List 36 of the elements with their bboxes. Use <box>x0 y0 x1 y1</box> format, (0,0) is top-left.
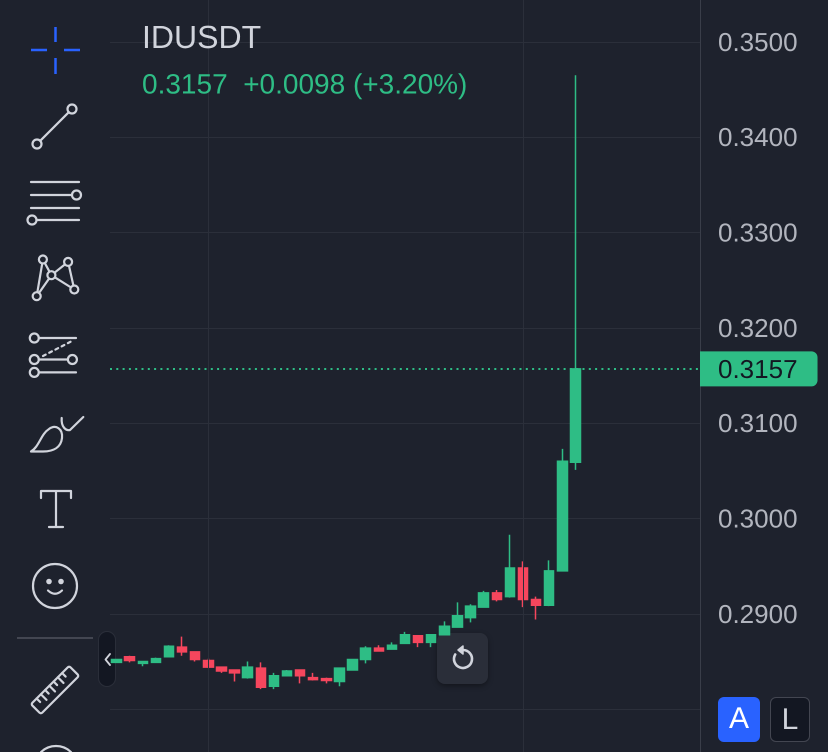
candlestick <box>544 560 554 607</box>
ref-line-label: 0.3157 <box>718 354 798 384</box>
candlestick <box>176 636 188 656</box>
candlestick <box>256 662 266 690</box>
candlestick <box>268 672 280 690</box>
candlestick <box>386 642 398 650</box>
candlestick <box>308 672 318 682</box>
candlestick <box>412 634 424 648</box>
candlestick <box>282 669 292 676</box>
candlestick <box>518 560 528 608</box>
candlestick <box>124 654 136 664</box>
candlestick <box>492 589 502 602</box>
candlestick <box>504 534 516 598</box>
auto-scale-button: A <box>718 697 760 742</box>
text: IDUSDT <box>142 19 262 55</box>
candlestick <box>190 651 200 662</box>
y-tick-label: 0.3000 <box>718 503 798 534</box>
candlestick <box>374 644 384 652</box>
text: 0.3157 +0.0098 (+3.20%) <box>142 68 468 100</box>
candlestick <box>150 656 162 664</box>
y-tick-label: 0.3300 <box>718 218 798 248</box>
y-tick-label: 0.3400 <box>718 122 798 152</box>
y-tick-label: 0.3500 <box>718 26 798 57</box>
y-tick-label: 0.3200 <box>718 312 798 343</box>
candlestick <box>138 660 148 667</box>
log-scale-button: L <box>770 697 810 742</box>
candlestick <box>426 634 436 648</box>
candlestick <box>110 658 122 664</box>
y-tick-label: 0.3100 <box>718 408 798 438</box>
y-tick-label: 0.2900 <box>718 598 798 629</box>
candlestick <box>164 644 174 658</box>
candlestick <box>530 596 542 620</box>
candlestick <box>294 669 306 684</box>
candlestick <box>320 676 332 684</box>
candlestick <box>242 660 254 680</box>
candlestick <box>400 631 410 644</box>
